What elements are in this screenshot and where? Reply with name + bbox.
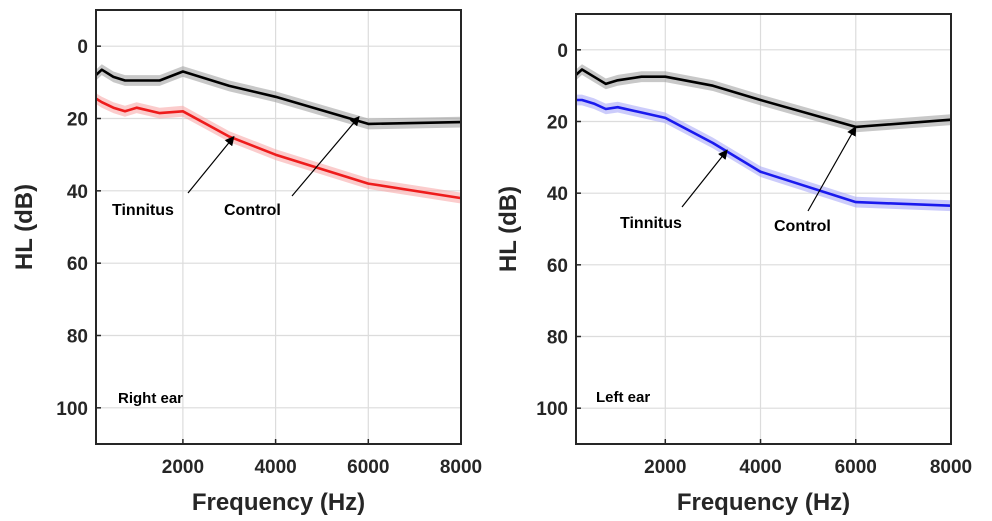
y-tick-label: 0	[77, 37, 88, 58]
y-axis-label: HL (dB)	[495, 186, 522, 272]
x-tick-label: 4000	[254, 457, 296, 478]
x-tick-label: 4000	[739, 457, 781, 478]
y-tick-label: 100	[56, 399, 88, 420]
series-band-control	[576, 64, 951, 133]
axes-frame	[95, 9, 462, 445]
series-line-control	[95, 68, 462, 126]
x-tick-label: 8000	[930, 457, 972, 478]
x-tick-label: 6000	[347, 457, 389, 478]
panel-label: Right ear	[118, 390, 183, 407]
y-axis-label: HL (dB)	[11, 184, 38, 270]
y-tick-label: 20	[67, 110, 88, 131]
annotation-label-tinnitus: Tinnitus	[112, 202, 174, 219]
plot-area	[576, 14, 951, 444]
panel-label: Left ear	[596, 389, 650, 406]
y-tick-label: 80	[547, 328, 568, 349]
y-tick-label: 80	[67, 327, 88, 348]
x-axis-label: Frequency (Hz)	[192, 489, 365, 516]
annotation-label-control: Control	[774, 218, 831, 235]
annotation-label-control: Control	[224, 202, 281, 219]
annotation-arrow-tinnitus	[187, 135, 235, 194]
y-tick-label: 60	[67, 254, 88, 275]
annotation-label-tinnitus: Tinnitus	[620, 215, 682, 232]
series-band-tinnitus	[576, 94, 951, 212]
x-tick-label: 8000	[440, 457, 482, 478]
y-tick-label: 40	[67, 182, 88, 203]
y-tick-label: 0	[557, 41, 568, 62]
series-line-tinnitus	[576, 98, 952, 207]
x-tick-label: 2000	[644, 457, 686, 478]
y-tick-label: 60	[547, 256, 568, 277]
axes-frame	[575, 13, 952, 445]
annotation-arrow-control	[807, 126, 857, 212]
x-tick-label: 6000	[835, 457, 877, 478]
panel-left-ear: 2000 4000 6000 8000 0 20 40 60 80 100 Frequency (H…	[495, 13, 972, 516]
annotation-arrow-tinnitus	[681, 149, 728, 208]
x-tick-label: 2000	[162, 457, 204, 478]
series-line-control	[575, 68, 952, 129]
x-axis-label: Frequency (Hz)	[677, 489, 850, 516]
annotation-arrow-control	[291, 115, 360, 197]
panel-right-ear: 2000 4000 6000 8000 0 20 40 60 80 100 Frequency (H…	[11, 9, 482, 516]
y-tick-label: 20	[547, 113, 568, 134]
y-tick-label: 100	[536, 399, 568, 420]
y-tick-label: 40	[547, 184, 568, 205]
series-line-tinnitus	[95, 97, 462, 200]
